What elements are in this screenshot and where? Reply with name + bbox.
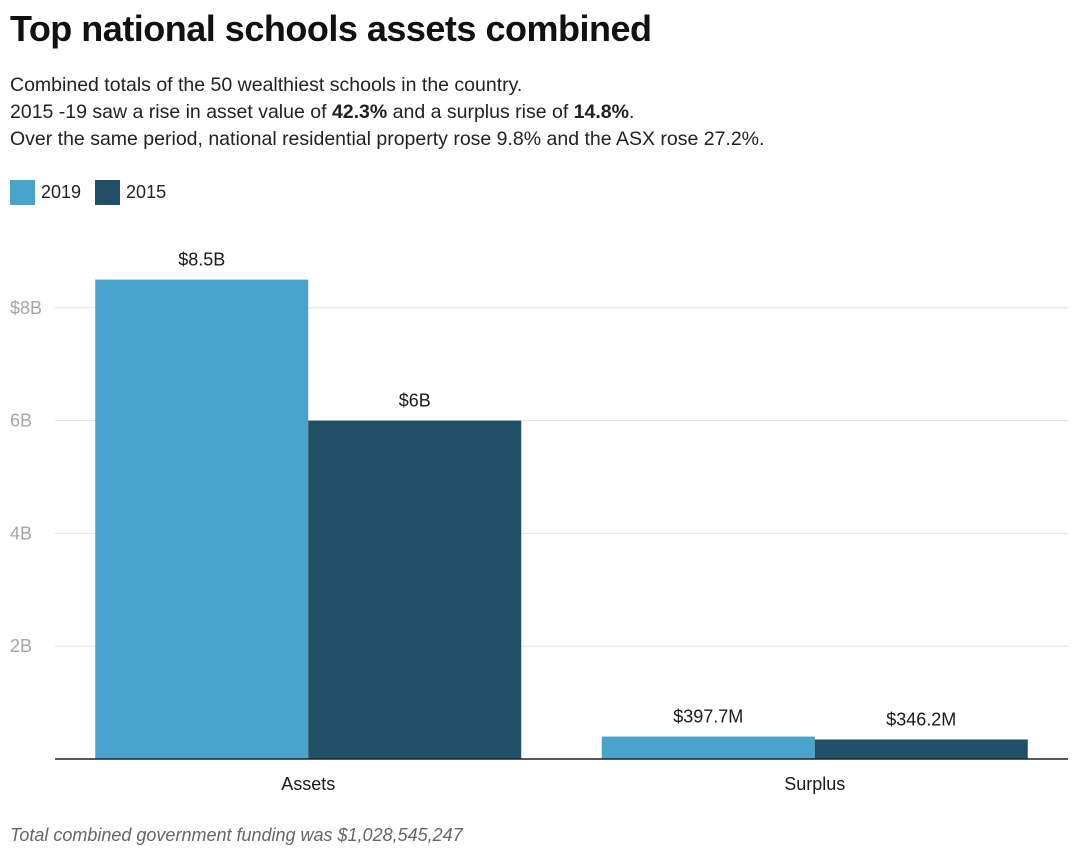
chart-legend: 2019 2015: [10, 180, 180, 205]
x-tick-label-assets: Assets: [281, 774, 335, 794]
bar-assets-2015: [308, 420, 522, 759]
legend-label-2019: 2019: [41, 182, 82, 202]
bar-chart: 2B 4B 6B $8B $8.5B $6B Assets $397.7M $346.2M Sur…: [10, 250, 1068, 794]
legend-swatch-2015: [95, 180, 121, 205]
chart-subtitle: Combined totals of the 50 wealthiest sch…: [10, 72, 1070, 153]
y-tick-label-6: 6B: [10, 411, 32, 431]
data-label-assets-2015: $6B: [399, 391, 431, 411]
legend-item-2019: 2019: [10, 180, 81, 205]
subtitle-line-1: Combined totals of the 50 wealthiest sch…: [10, 74, 523, 96]
chart-title: Top national schools assets combined: [10, 8, 652, 49]
subtitle-line-2-end: .: [628, 101, 635, 123]
subtitle-line-2: 2015 -19 saw a rise in asset value of 42…: [10, 99, 1070, 126]
bar-surplus-2019: [601, 736, 815, 759]
y-tick-label-8: $8B: [10, 298, 42, 318]
data-label-surplus-2015: $346.2M: [886, 709, 956, 729]
chart-footnote: Total combined government funding was $1…: [10, 825, 463, 845]
subtitle-line-2-middle: and a surplus rise of: [387, 101, 574, 123]
asset-rise-value: 42.3%: [331, 101, 388, 123]
data-label-surplus-2019: $397.7M: [673, 707, 743, 727]
data-label-assets-2019: $8.5B: [178, 250, 225, 270]
legend-label-2015: 2015: [126, 182, 167, 202]
x-tick-label-surplus: Surplus: [784, 774, 845, 794]
bar-surplus-2015: [814, 739, 1028, 759]
surplus-rise-value: 14.8%: [573, 101, 629, 123]
legend-item-2015: 2015: [95, 180, 166, 205]
y-tick-label-4: 4B: [10, 523, 32, 543]
subtitle-line-3: Over the same period, national residenti…: [10, 128, 765, 150]
subtitle-line-2-start: 2015 -19 saw a rise in asset value of: [10, 101, 332, 123]
y-tick-label-2: 2B: [10, 636, 32, 656]
bar-assets-2019: [95, 279, 309, 759]
legend-swatch-2019: [10, 180, 35, 205]
